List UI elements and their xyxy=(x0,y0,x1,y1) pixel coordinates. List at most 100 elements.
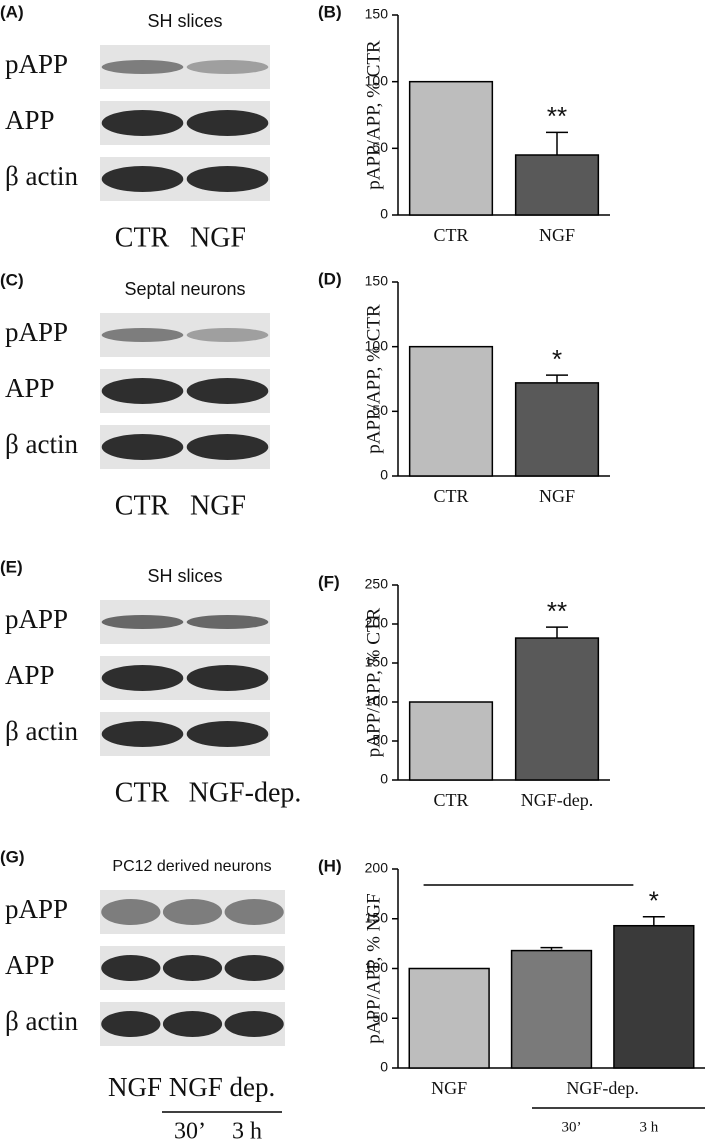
blot-strip xyxy=(100,313,270,357)
blot-band xyxy=(224,955,284,981)
y-tick-label: 50 xyxy=(372,1009,388,1025)
blot-band xyxy=(224,899,284,925)
y-tick-label: 150 xyxy=(365,273,389,289)
x-tick-label: CTR xyxy=(433,790,468,810)
y-axis-label: pAPP/APP, % CTR xyxy=(363,607,384,757)
blot-band xyxy=(101,899,161,925)
panel-letter: (F) xyxy=(318,572,340,591)
y-axis-label: pAPP/APP, % NGF xyxy=(363,893,384,1043)
blot-band xyxy=(186,378,269,404)
x-tick-label: NGF xyxy=(539,225,575,245)
blot-band xyxy=(101,1011,161,1037)
panel-letter: (D) xyxy=(318,269,342,288)
y-tick-label: 0 xyxy=(380,467,388,483)
blot-band xyxy=(162,955,223,981)
significance: ** xyxy=(547,101,567,131)
x-tick-label: NGF xyxy=(431,1078,467,1098)
blot-band xyxy=(101,378,184,404)
blot-band xyxy=(101,110,184,136)
y-tick-label: 200 xyxy=(365,615,389,631)
y-tick-label: 50 xyxy=(372,139,388,155)
x-tick-label: NGF xyxy=(539,486,575,506)
blot-title: Septal neurons xyxy=(124,279,245,299)
panel-letter: (B) xyxy=(318,2,342,21)
blot-band xyxy=(101,615,184,629)
y-tick-label: 0 xyxy=(380,771,388,787)
sublane-label: 3 h xyxy=(232,1119,262,1145)
y-axis-label: pAPP/APP, % CTR xyxy=(363,304,384,454)
y-tick-label: 0 xyxy=(380,1059,388,1075)
blot-band xyxy=(101,328,184,342)
blot-band xyxy=(186,615,269,629)
row-label: pAPP xyxy=(5,894,68,924)
row-label: pAPP xyxy=(5,604,68,634)
panel-letter: (H) xyxy=(318,856,342,875)
blot-band xyxy=(186,110,269,136)
y-tick-label: 150 xyxy=(365,6,389,22)
bar xyxy=(408,967,490,1069)
blot-band xyxy=(101,60,184,74)
blot-band xyxy=(186,166,269,192)
row-label: APP xyxy=(5,950,55,980)
x-tick-label: CTR xyxy=(433,225,468,245)
blot-strip xyxy=(100,890,285,934)
y-tick-label: 150 xyxy=(365,654,389,670)
bar xyxy=(514,637,600,781)
y-tick-label: 200 xyxy=(365,860,389,876)
x-tick-label: 30’ xyxy=(562,1119,582,1135)
blot-band xyxy=(101,665,184,691)
lane-label: CTR xyxy=(115,490,170,521)
y-tick-label: 100 xyxy=(365,337,389,353)
panel-letter: (A) xyxy=(0,2,24,21)
lane-label: CTR xyxy=(115,777,170,808)
significance: * xyxy=(552,344,562,374)
blot-title: SH slices xyxy=(147,566,222,586)
significance: * xyxy=(649,886,659,916)
x-tick-label: 3 h xyxy=(639,1119,658,1135)
row-label: pAPP xyxy=(5,317,68,347)
y-tick-label: 100 xyxy=(365,959,389,975)
row-label: pAPP xyxy=(5,49,68,79)
row-label: APP xyxy=(5,373,55,403)
bar xyxy=(514,382,600,477)
lane-label: NGF-dep. xyxy=(189,777,302,808)
blot-band xyxy=(101,721,184,747)
bar xyxy=(408,80,494,216)
y-tick-label: 150 xyxy=(365,909,389,925)
lane-label: NGF xyxy=(190,490,246,521)
group-label: NGF-dep. xyxy=(566,1078,639,1098)
lane-label: NGF xyxy=(108,1072,162,1102)
x-tick-label: CTR xyxy=(433,486,468,506)
bar xyxy=(514,154,600,216)
lane-label: NGF xyxy=(190,222,246,253)
blot-title: PC12 derived neurons xyxy=(112,858,271,875)
significance: ** xyxy=(547,596,567,626)
lane-label: NGF dep. xyxy=(169,1072,276,1102)
blot-band xyxy=(101,955,161,981)
y-tick-label: 100 xyxy=(365,693,389,709)
row-label: β actin xyxy=(5,1006,78,1036)
x-tick-label: NGF-dep. xyxy=(521,790,594,810)
blot-title: SH slices xyxy=(147,11,222,31)
blot-band xyxy=(101,434,184,460)
blot-band xyxy=(186,434,269,460)
y-tick-label: 250 xyxy=(365,576,389,592)
blot-strip xyxy=(100,45,270,89)
row-label: APP xyxy=(5,105,55,135)
blot-band xyxy=(101,166,184,192)
y-tick-label: 50 xyxy=(372,402,388,418)
bar xyxy=(408,701,494,781)
blot-band xyxy=(186,60,269,74)
blot-band xyxy=(186,665,269,691)
row-label: β actin xyxy=(5,161,78,191)
y-tick-label: 50 xyxy=(372,732,388,748)
panel-letter: (E) xyxy=(0,557,23,576)
blot-band xyxy=(162,899,223,925)
panel-letter: (G) xyxy=(0,847,25,866)
bar xyxy=(613,924,695,1069)
y-tick-label: 0 xyxy=(380,206,388,222)
row-label: β actin xyxy=(5,716,78,746)
y-axis-label: pAPP/APP, % CTR xyxy=(363,40,384,190)
lane-label: CTR xyxy=(115,222,170,253)
